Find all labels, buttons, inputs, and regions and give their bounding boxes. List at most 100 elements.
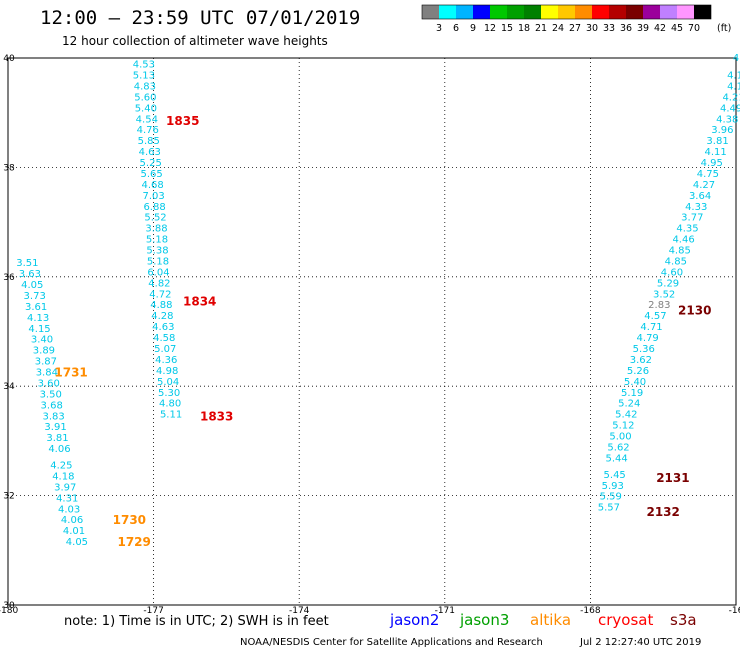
wave-height-value: 4.11	[704, 147, 726, 158]
wave-height-value: 4.06	[61, 515, 83, 526]
y-tick-label: 32	[3, 492, 14, 502]
wave-height-value: 4.15	[28, 324, 50, 335]
wave-height-value: 5.30	[158, 388, 180, 399]
colorbar-swatch	[626, 5, 643, 19]
colorbar-label: 3	[436, 23, 442, 34]
wave-height-value: 4.38	[716, 114, 738, 125]
wave-height-value: 4.06	[48, 444, 70, 455]
wave-height-value: 5.29	[657, 278, 679, 289]
wave-height-value: 5.62	[607, 442, 629, 453]
colorbar-label: 21	[535, 23, 547, 34]
timestamp-text: Jul 2 12:27:40 UTC 2019	[579, 637, 701, 648]
colorbar-swatch	[541, 5, 558, 19]
y-tick-label: 38	[3, 163, 15, 173]
colorbar-label: 42	[654, 23, 666, 34]
wave-height-value: 5.38	[146, 246, 168, 257]
chart-subtitle: 12 hour collection of altimeter wave hei…	[62, 34, 328, 48]
x-tick-label: -16	[729, 606, 740, 616]
wave-height-value: 4.60	[661, 267, 683, 278]
satellite-legend-item: jason2	[389, 611, 439, 629]
x-tick-label: -180	[0, 606, 18, 616]
wave-height-value: 4.82	[148, 278, 170, 289]
wave-height-value: 5.40	[624, 377, 646, 388]
wave-height-value: 4.1	[727, 71, 740, 82]
wave-height-value: 4.21	[722, 92, 740, 103]
colorbar-swatch	[609, 5, 626, 19]
colorbar-swatch	[677, 5, 694, 19]
colorbar-swatch	[592, 5, 609, 19]
wave-height-value: 4.57	[644, 311, 666, 322]
wave-height-value: 3.51	[16, 258, 38, 269]
wave-height-value: 4.63	[152, 322, 174, 333]
wave-height-value: 4.46	[672, 235, 694, 246]
wave-height-value: 3.87	[35, 357, 57, 368]
wave-height-value: 6.04	[147, 267, 169, 278]
wave-height-value: 4.25	[50, 461, 72, 472]
wave-height-value: 5.07	[154, 344, 176, 355]
wave-height-value: 3.89	[33, 346, 55, 357]
colorbar-label: 15	[501, 23, 513, 34]
wave-height-value: 3.62	[630, 355, 652, 366]
satellite-legend-item: s3a	[670, 611, 697, 629]
wave-height-value: 4.13	[27, 313, 49, 324]
wave-height-value: 4.72	[149, 289, 171, 300]
wave-height-value: 5.60	[134, 92, 156, 103]
wave-height-value: 5.04	[157, 377, 179, 388]
wave-height-value: 3.77	[681, 213, 703, 224]
colorbar-swatch	[507, 5, 524, 19]
wave-height-value: 3.96	[711, 125, 733, 136]
colorbar-label: 18	[518, 23, 530, 34]
colorbar-swatch	[575, 5, 592, 19]
wave-height-value: 4.01	[63, 526, 85, 537]
wave-height-value: 6.88	[143, 202, 165, 213]
wave-height-value: 3.64	[689, 191, 711, 202]
wave-height-value: 4.79	[637, 333, 659, 344]
wave-height-value: 4.1	[727, 81, 740, 92]
satellite-legend-item: cryosat	[598, 611, 653, 629]
wave-height-value: 3.40	[31, 335, 53, 346]
credit-text: NOAA/NESDIS Center for Satellite Applica…	[240, 637, 543, 648]
colorbar-swatch	[524, 5, 541, 19]
satellite-legend: jason2 jason3 altika cryosat s3a	[389, 611, 697, 629]
wave-height-value: 5.45	[604, 470, 626, 481]
colorbar-label: 70	[688, 23, 700, 34]
wave-height-value: 4.75	[697, 169, 719, 180]
axis-ticks: -180 -177 -174 -171 -168 -16 30 32 34 36 38 40	[0, 54, 740, 616]
wave-height-value: 4.53	[133, 60, 155, 71]
wave-height-value: 4.49	[720, 103, 740, 114]
wave-height-value: 4.18	[52, 471, 74, 482]
wave-height-value: 4.98	[156, 366, 178, 377]
colorbar-label: 24	[552, 23, 564, 34]
colorbar-label: 12	[484, 23, 496, 34]
time-label: 2132	[646, 505, 679, 519]
wave-height-value: 4.03	[58, 504, 80, 515]
wave-height-value: 4.31	[56, 493, 78, 504]
satellite-legend-item: altika	[530, 611, 571, 629]
colorbar-swatch	[694, 5, 711, 19]
colorbar-label: 9	[470, 23, 476, 34]
colorbar-swatch	[456, 5, 473, 19]
wave-height-value: 4.68	[141, 180, 163, 191]
time-label: 1833	[200, 409, 233, 423]
colorbar: 3 6 9 12 15 18 21 24 27 30 33 36 39 42 45 70	[421, 4, 712, 34]
wave-height-value: 3.88	[145, 224, 167, 235]
wave-height-value: 5.36	[633, 344, 655, 355]
wave-height-value: 5.26	[627, 366, 649, 377]
colorbar-label: 27	[569, 23, 581, 34]
wave-height-value: 4.33	[685, 202, 707, 213]
colorbar-label: 30	[586, 23, 598, 34]
time-label: 1834	[183, 294, 216, 308]
x-tick-label: -168	[580, 606, 601, 616]
colorbar-swatch	[439, 5, 456, 19]
wave-height-value: 3.52	[653, 289, 675, 300]
wave-height-value: 4.80	[159, 399, 181, 410]
wave-height-value: 4	[733, 53, 739, 64]
plot-frame	[7, 57, 737, 606]
wave-height-value: 3.60	[38, 378, 60, 389]
time-label: 1730	[113, 513, 146, 527]
wave-height-value: 3.83	[42, 411, 64, 422]
colorbar-frame	[421, 4, 712, 20]
x-tick-label: -177	[143, 606, 163, 616]
wave-height-value: 3.81	[706, 136, 728, 147]
